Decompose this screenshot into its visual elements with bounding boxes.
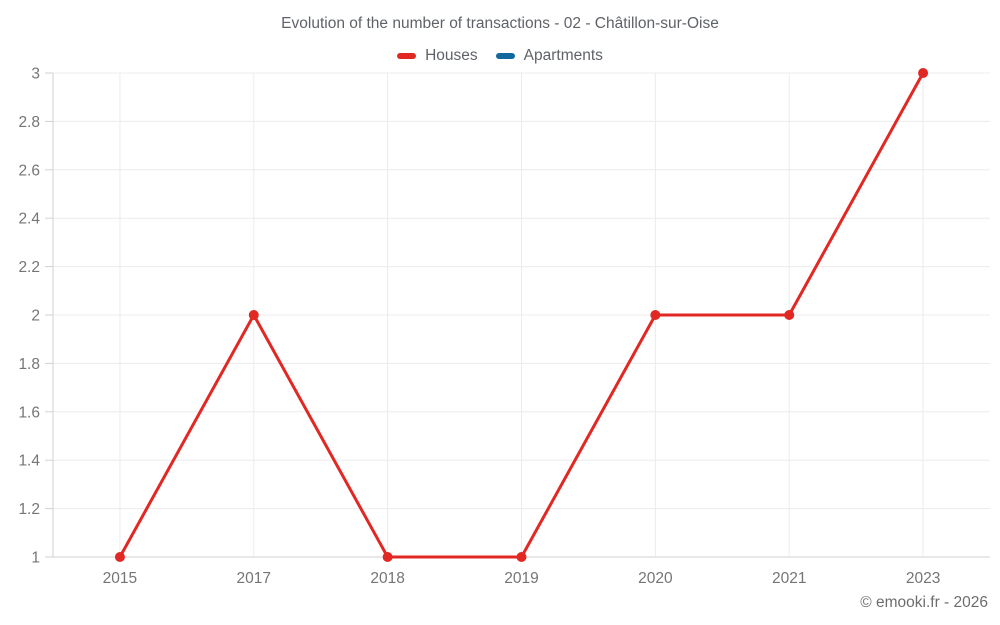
y-tick-label: 2.8	[18, 114, 40, 131]
data-point-houses[interactable]	[918, 68, 929, 78]
legend-label-houses: Houses	[425, 47, 478, 64]
legend-item-apartments[interactable]: Apartments	[495, 47, 603, 65]
y-tick-label: 1.4	[18, 453, 40, 470]
y-tick-label: 3	[31, 66, 40, 83]
legend-label-apartments: Apartments	[523, 47, 603, 64]
houses-legend-swatch-icon	[397, 53, 417, 59]
data-point-houses[interactable]	[114, 552, 125, 562]
y-tick-label: 1.6	[18, 404, 40, 421]
y-tick-label: 2.2	[18, 259, 40, 276]
y-tick-label: 1.2	[18, 501, 40, 518]
x-tick-label: 2017	[237, 570, 271, 587]
apartments-legend-swatch-icon	[495, 53, 515, 59]
data-point-houses[interactable]	[382, 552, 393, 562]
x-tick-label: 2020	[638, 570, 673, 587]
x-tick-label: 2019	[504, 570, 538, 587]
x-tick-label: 2018	[370, 570, 404, 587]
y-tick-label: 2.4	[18, 211, 40, 228]
data-point-houses[interactable]	[248, 310, 259, 320]
chart-title: Evolution of the number of transactions …	[281, 15, 719, 32]
copyright-footer: © emooki.fr - 2026	[860, 594, 988, 611]
y-tick-label: 1	[31, 550, 40, 567]
data-point-houses[interactable]	[650, 310, 661, 320]
y-tick-label: 2.6	[18, 162, 40, 179]
y-tick-label: 2	[31, 308, 40, 325]
x-tick-label: 2015	[103, 570, 137, 587]
data-point-houses[interactable]	[784, 310, 795, 320]
y-tick-label: 1.8	[18, 356, 40, 373]
data-point-houses[interactable]	[516, 552, 527, 562]
x-tick-label: 2023	[906, 570, 940, 587]
x-tick-label: 2021	[772, 570, 806, 587]
legend-item-houses[interactable]: Houses	[397, 47, 478, 65]
legend: Houses Apartments	[0, 47, 1000, 65]
